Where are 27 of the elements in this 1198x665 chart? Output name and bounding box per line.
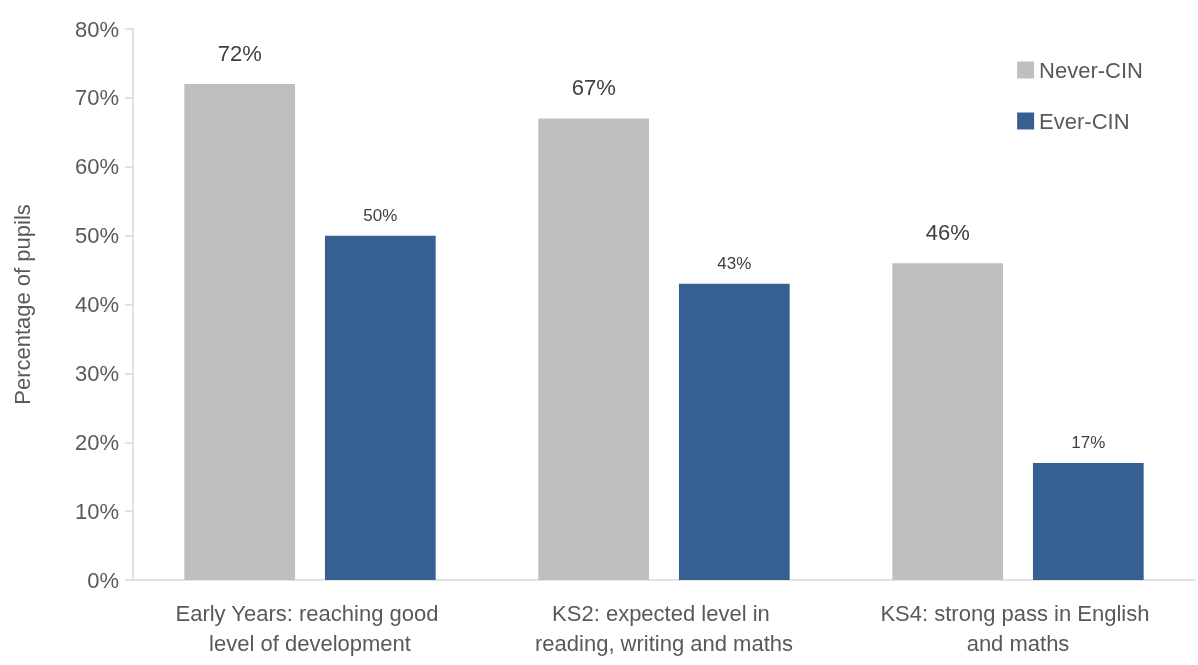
data-label: 43% [717, 253, 752, 273]
data-label: 17% [1071, 432, 1106, 452]
y-tick-label: 40% [74, 292, 119, 317]
y-tick-label: 50% [74, 223, 119, 249]
y-tick-label: 80% [74, 16, 119, 42]
y-tick-label: 30% [74, 360, 119, 386]
y-tick-label: 20% [74, 429, 119, 455]
y-axis-title: Percentage of pupils [9, 204, 35, 405]
data-label: 50% [363, 205, 398, 225]
bar [184, 84, 296, 580]
bar [1032, 462, 1144, 580]
bar [538, 118, 650, 580]
y-tick-label: 10% [74, 498, 119, 524]
x-tick-label: KS4: strong pass in English and maths [880, 600, 1156, 656]
bar [678, 283, 790, 580]
y-tick-label: 70% [74, 85, 119, 111]
data-label: 46% [925, 219, 970, 245]
bar [324, 235, 436, 580]
data-label: 67% [571, 75, 616, 101]
legend-label: Ever-CIN [1039, 108, 1130, 134]
legend-label: Never-CIN [1039, 57, 1144, 83]
data-label: 72% [217, 40, 262, 66]
x-tick-label: KS2: expected level in reading, writing and maths [534, 600, 794, 656]
x-tick-label: Early Years: reaching good level of development [175, 600, 445, 656]
y-tick-label: 0% [87, 567, 119, 593]
y-tick-label: 60% [74, 154, 119, 180]
bar [892, 263, 1004, 580]
